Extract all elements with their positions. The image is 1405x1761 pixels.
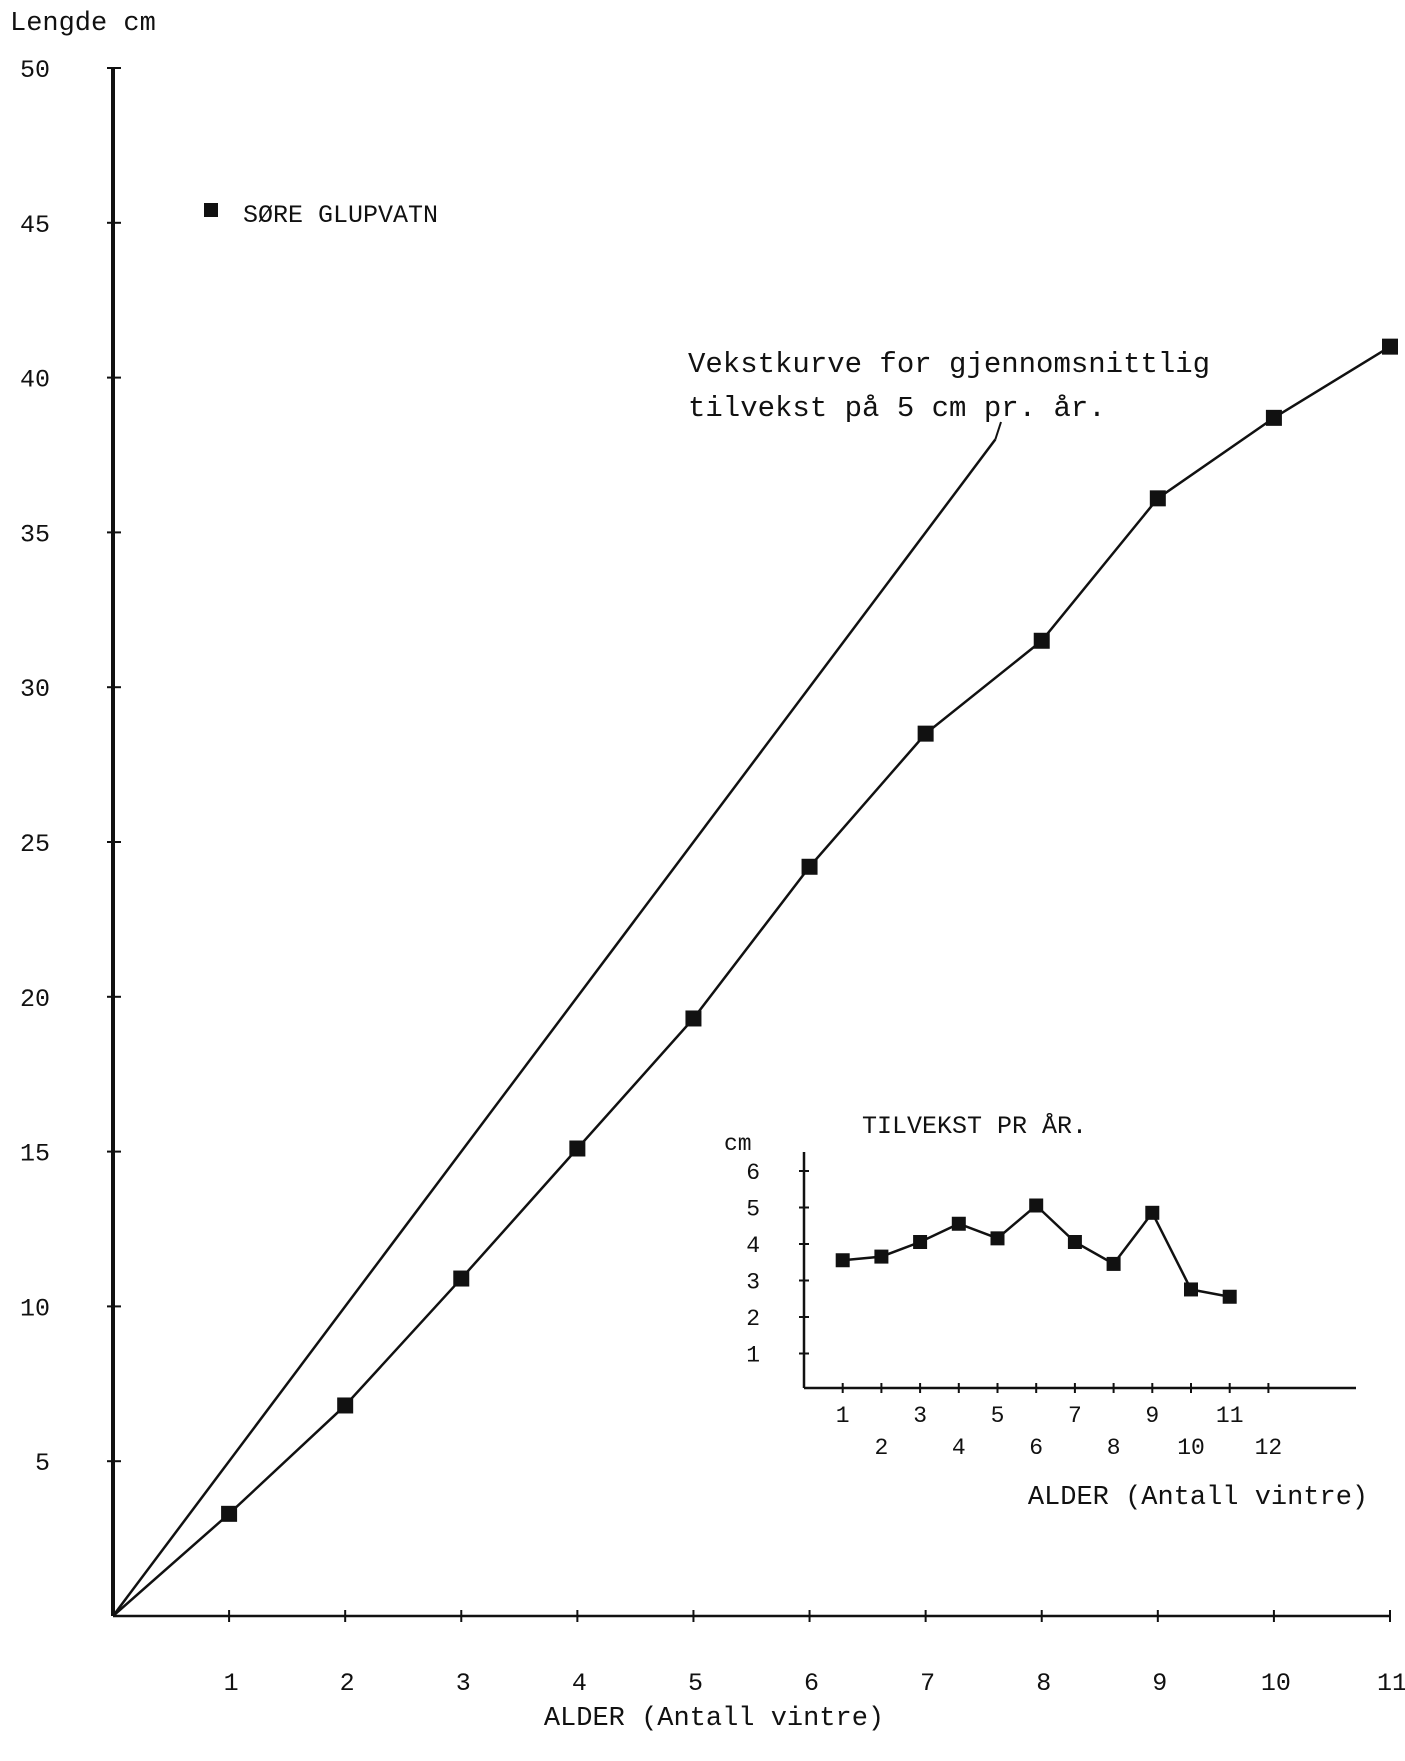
inset-y-tick-label: 4 <box>746 1233 760 1259</box>
main-y-tick-label: 40 <box>20 366 50 395</box>
data-point-marker <box>1033 632 1050 649</box>
main-y-tick-label: 5 <box>35 1449 50 1478</box>
main-y-tick-label: 25 <box>20 830 50 859</box>
inset-x-tick-label: 8 <box>1107 1435 1121 1461</box>
inset-data-point-marker <box>874 1249 889 1264</box>
main-x-tick-label: 2 <box>340 1669 355 1698</box>
main-y-axis-title: Lengde cm <box>10 9 156 39</box>
data-point-marker <box>569 1140 586 1157</box>
observed-growth-line <box>112 345 1391 1617</box>
inset-y-ticks: 1 2 3 4 5 6 <box>746 1160 809 1369</box>
inset-data-point-marker <box>913 1235 928 1249</box>
inset-x-tick-label: 10 <box>1177 1435 1205 1461</box>
reference-line-annotation: Vekstkurve for gjennomsnittlig tilvekst … <box>688 348 1210 425</box>
inset-x-tick-label: 6 <box>1029 1435 1043 1461</box>
inset-data-point-marker <box>1145 1205 1160 1220</box>
main-x-tick-label: 4 <box>572 1669 587 1698</box>
inset-data-point-marker <box>835 1253 850 1268</box>
main-x-tick-label: 1 <box>224 1669 239 1698</box>
main-x-tick-label: 11 <box>1377 1669 1405 1698</box>
data-point-marker <box>685 1010 702 1027</box>
data-point-marker <box>453 1270 470 1287</box>
legend-label: SØRE GLUPVATN <box>243 201 438 230</box>
main-y-tick-label: 20 <box>20 985 50 1014</box>
data-point-marker <box>1149 490 1166 507</box>
main-x-tick-label: 9 <box>1152 1669 1167 1698</box>
inset-y-tick-label: 1 <box>746 1343 760 1369</box>
inset-data-point-marker <box>1184 1282 1198 1297</box>
annotation-pointer <box>994 421 1002 440</box>
inset-x-tick-label: 3 <box>913 1403 927 1429</box>
annotation-line-1: Vekstkurve for gjennomsnittlig <box>688 348 1210 381</box>
inset-x-tick-label: 1 <box>836 1403 850 1429</box>
main-axes <box>111 68 1390 1618</box>
inset-x-ticks: 1 3 5 7 9 11 2 4 6 8 10 12 <box>836 1383 1282 1461</box>
inset-x-tick-label: 7 <box>1068 1403 1082 1429</box>
legend-marker-icon <box>204 203 218 217</box>
inset-x-tick-label: 4 <box>952 1435 966 1461</box>
main-y-tick-label: 50 <box>20 56 50 85</box>
main-x-axis-title: ALDER (Antall vintre) <box>544 1704 884 1734</box>
inset-chart: TILVEKST PR ÅR. cm ALDER (Antall vintre)… <box>724 1111 1368 1513</box>
data-point-marker <box>221 1505 238 1522</box>
main-x-tick-label: 3 <box>456 1669 471 1698</box>
inset-y-tick-label: 2 <box>746 1306 760 1332</box>
inset-data-point-marker <box>1067 1235 1082 1249</box>
inset-x-axis-title: ALDER (Antall vintre) <box>1028 1483 1368 1513</box>
main-y-tick-label: 35 <box>20 520 50 549</box>
inset-y-tick-label: 6 <box>746 1160 760 1186</box>
inset-x-tick-label: 5 <box>991 1403 1005 1429</box>
inset-data-point-marker <box>951 1216 966 1231</box>
inset-x-tick-label: 12 <box>1255 1435 1283 1461</box>
main-y-ticks: 5 10 15 20 25 30 35 40 45 50 <box>20 56 121 1478</box>
main-x-tick-label: 6 <box>804 1669 819 1698</box>
main-x-tick-label: 8 <box>1036 1669 1051 1698</box>
inset-x-tick-label: 11 <box>1216 1403 1244 1429</box>
main-y-tick-label: 15 <box>20 1140 50 1169</box>
reference-growth-line <box>111 438 997 1617</box>
inset-x-tick-label: 9 <box>1145 1403 1159 1429</box>
main-series-layer <box>111 338 1398 1617</box>
main-x-ticks: 1 2 3 4 5 6 7 8 9 10 11 <box>224 1610 1405 1698</box>
annotation-line-2: tilvekst på 5 cm pr. år. <box>688 392 1106 425</box>
inset-data-point-marker <box>1106 1256 1121 1271</box>
inset-title: TILVEKST PR ÅR. <box>862 1111 1087 1141</box>
data-point-marker <box>1382 338 1398 355</box>
legend: SØRE GLUPVATN <box>204 201 438 230</box>
annual-growth-line <box>842 1203 1230 1298</box>
inset-data-point-marker <box>990 1231 1005 1246</box>
data-point-marker <box>917 725 934 742</box>
inset-series-layer <box>835 1198 1237 1304</box>
inset-y-tick-label: 3 <box>746 1270 760 1296</box>
main-y-tick-label: 45 <box>20 211 50 240</box>
main-x-tick-label: 10 <box>1261 1669 1291 1698</box>
data-point-marker <box>801 858 818 875</box>
main-x-tick-label: 7 <box>920 1669 935 1698</box>
data-point-marker <box>337 1397 354 1414</box>
inset-data-point-marker <box>1222 1289 1237 1304</box>
inset-y-tick-label: 5 <box>746 1197 760 1223</box>
main-y-tick-label: 30 <box>20 675 50 704</box>
inset-y-axis-title: cm <box>724 1131 752 1157</box>
inset-x-tick-label: 2 <box>874 1435 888 1461</box>
main-x-tick-label: 5 <box>688 1669 703 1698</box>
inset-data-point-marker <box>1029 1198 1044 1213</box>
data-point-marker <box>1265 409 1282 426</box>
main-y-tick-label: 10 <box>20 1294 50 1323</box>
